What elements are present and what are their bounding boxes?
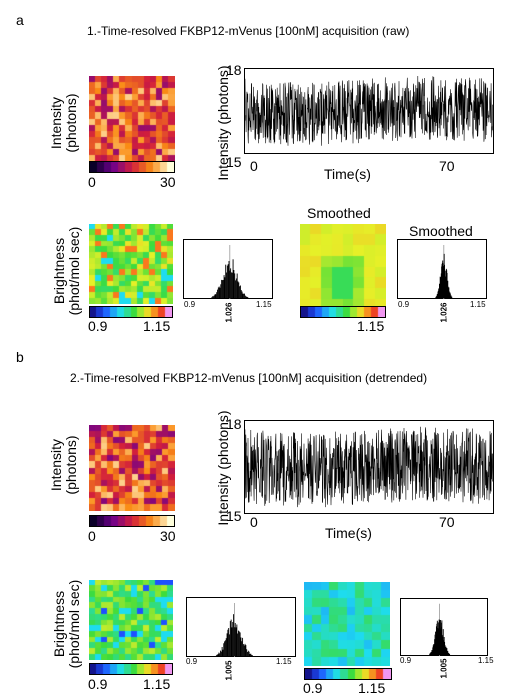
hist-frame xyxy=(400,598,488,656)
s-cbar-min-b: 0.9 xyxy=(303,680,323,696)
trace-ymin-b: 15 xyxy=(226,508,242,524)
smoothed-colorbar-b xyxy=(304,668,392,680)
intensity-cbar-min-b: 0 xyxy=(88,528,96,544)
hist-center-b: 1.005 xyxy=(224,660,234,681)
brightness-histogram-a xyxy=(183,239,273,299)
brightness-label-b-line1: Brightness xyxy=(51,590,67,658)
intensity-label-a-line2: (photons) xyxy=(63,93,79,153)
intensity-colorbar-b xyxy=(89,515,175,527)
intensity-heatmap-a xyxy=(89,76,175,162)
hist-s-xmax-b: 1.15 xyxy=(478,656,494,665)
brightness-histogram-b xyxy=(186,597,296,657)
intensity-label-a-line1: Intensity xyxy=(48,96,64,150)
intensity-cbar-max-b: 30 xyxy=(160,528,176,544)
b-cbar-max-a: 1.15 xyxy=(143,318,171,334)
smoothed-heatmap-b xyxy=(304,582,390,666)
brightness-colorbar-a xyxy=(89,306,173,318)
hist-s-center-a: 1.026 xyxy=(439,302,449,323)
hist-xmin-a: 0.9 xyxy=(184,300,196,309)
brightness-heatmap-b xyxy=(89,580,173,660)
intensity-cbar-max-a: 30 xyxy=(160,174,176,190)
b-cbar-min-b: 0.9 xyxy=(88,676,108,692)
hist-s-xmax-a: 1.15 xyxy=(470,300,486,309)
s-cbar-max-a: 1.15 xyxy=(357,318,385,334)
intensity-label-b-line2: (photons) xyxy=(63,435,79,495)
brightness-label-b-line2: (phot/mol sec) xyxy=(66,579,82,669)
brightness-label-b: Brightness (phot/mol sec) xyxy=(51,574,84,674)
hist-center-a: 1.026 xyxy=(224,302,234,323)
intensity-cbar-min-a: 0 xyxy=(88,174,96,190)
b-cbar-max-b: 1.15 xyxy=(143,676,171,692)
hist-xmax-a: 1.15 xyxy=(256,300,272,309)
intensity-label-a: Intensity (photons) xyxy=(48,83,81,163)
trace-xlabel-b: Time(s) xyxy=(325,525,372,541)
panel-b-title: 2.-Time-resolved FKBP12-mVenus [100nM] a… xyxy=(70,371,428,385)
smoothed-histogram-b xyxy=(400,598,488,656)
brightness-colorbar-b xyxy=(89,663,173,675)
brightness-label-a-line2: (phot/mol sec) xyxy=(66,226,82,316)
trace-ymax-b: 18 xyxy=(226,416,242,432)
trace-ymin-a: 15 xyxy=(226,154,242,170)
trace-xmin-b: 0 xyxy=(250,514,258,530)
intensity-trace-a xyxy=(244,68,494,154)
panel-a-title: 1.-Time-resolved FKBP12-mVenus [100nM] a… xyxy=(87,24,410,38)
hist-s-center-b: 1.005 xyxy=(439,658,449,679)
intensity-trace-b xyxy=(244,420,494,514)
intensity-label-b: Intensity (photons) xyxy=(48,425,81,505)
brightness-heatmap-a xyxy=(89,224,173,304)
trace-xmax-b: 70 xyxy=(439,514,455,530)
s-cbar-max-b: 1.15 xyxy=(358,680,386,696)
trace-line xyxy=(244,75,493,146)
trace-ymax-a: 18 xyxy=(226,62,242,78)
brightness-label-a-line1: Brightness xyxy=(51,237,67,305)
trace-xlabel-a: Time(s) xyxy=(324,166,371,182)
trace-line xyxy=(244,426,493,508)
intensity-heatmap-b xyxy=(89,425,175,511)
panel-b-letter: b xyxy=(16,349,24,365)
smoothed-heatmap-a xyxy=(300,224,386,310)
smoothed-hist-label-a: Smoothed xyxy=(409,223,473,239)
hist-s-xmin-a: 0.9 xyxy=(398,300,410,309)
smoothed-label-a: Smoothed xyxy=(307,205,371,221)
trace-xmax-a: 70 xyxy=(439,158,455,174)
b-cbar-min-a: 0.9 xyxy=(88,318,108,334)
hist-xmax-b: 1.15 xyxy=(276,657,292,666)
hist-s-xmin-b: 0.9 xyxy=(400,656,412,665)
intensity-label-b-line1: Intensity xyxy=(48,438,64,492)
intensity-colorbar-a xyxy=(89,161,175,173)
smoothed-histogram-a xyxy=(397,239,487,299)
smoothed-colorbar-a xyxy=(300,306,386,318)
trace-xmin-a: 0 xyxy=(250,158,258,174)
hist-xmin-b: 0.9 xyxy=(186,657,198,666)
brightness-label-a: Brightness (phot/mol sec) xyxy=(51,221,84,321)
panel-a-letter: a xyxy=(16,12,24,28)
